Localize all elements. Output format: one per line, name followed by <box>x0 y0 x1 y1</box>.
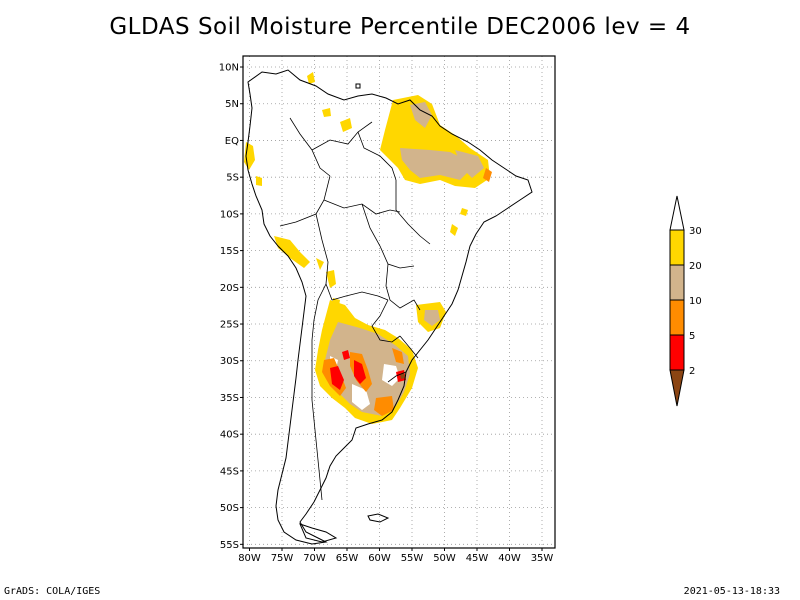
legend-swatch-5-10 <box>669 299 685 336</box>
latitude-labels: 10N 5N EQ 5S 10S 15S 20S 25S 30S 35S 40S 45S 50S 55S <box>219 63 243 551</box>
shade-colombia-coast <box>244 142 262 186</box>
legend-swatch-below-2 <box>669 369 685 407</box>
lat-label: 10S <box>220 209 239 220</box>
shade-north-orange <box>483 168 492 182</box>
lon-label: 40W <box>498 553 521 564</box>
legend-label-10: 10 <box>689 296 702 307</box>
legend-label-20: 20 <box>689 261 702 272</box>
legend-label-2: 2 <box>689 366 695 377</box>
lat-label: 50S <box>220 503 239 514</box>
legend-swatch-20-30 <box>669 229 685 266</box>
lat-label: 10N <box>219 63 239 74</box>
falklands <box>367 513 390 523</box>
shade-brazil-east <box>450 208 468 236</box>
lat-label: 40S <box>220 430 239 441</box>
tierra-del-fuego <box>299 523 338 543</box>
shade-bolivia-chile <box>326 270 340 312</box>
color-legend: 30 20 10 5 2 <box>669 195 702 407</box>
lat-label: 35S <box>220 393 239 404</box>
lon-label: 55W <box>401 553 424 564</box>
shade-peru <box>274 236 324 270</box>
shade-venezuela <box>307 72 352 132</box>
lon-label: 50W <box>433 553 456 564</box>
lat-label: 15S <box>220 246 239 257</box>
lat-label: 5N <box>225 99 239 110</box>
country-borders <box>279 117 431 501</box>
lat-label: 55S <box>220 540 239 551</box>
soil-moisture-shading <box>244 72 492 424</box>
shade-laplata-orange <box>322 348 404 416</box>
shade-brazil-south-tan <box>424 310 440 326</box>
south-america-coastline <box>245 69 533 545</box>
lon-label: 35W <box>531 553 554 564</box>
lat-label: 20S <box>220 283 239 294</box>
legend-label-5: 5 <box>689 331 695 342</box>
map-title: GLDAS Soil Moisture Percentile DEC2006 l… <box>109 14 691 40</box>
lon-label: 45W <box>466 553 489 564</box>
lon-label: 70W <box>303 553 326 564</box>
longitude-labels: 80W 75W 70W 65W 60W 55W 50W 45W 40W 35W <box>238 548 553 564</box>
lat-label: 5S <box>226 173 239 184</box>
map-frame <box>242 55 556 549</box>
trinidad-island <box>355 83 361 89</box>
lat-label: 45S <box>220 466 239 477</box>
lon-label: 75W <box>271 553 294 564</box>
footer-timestamp: 2021-05-13-18:33 <box>683 586 780 597</box>
shade-laplata-white <box>330 356 400 410</box>
footer-credit: GrADS: COLA/IGES <box>4 586 101 597</box>
legend-swatch-above-30 <box>669 195 685 231</box>
coastlines-and-borders <box>245 69 533 545</box>
lon-label: 80W <box>238 553 261 564</box>
lon-label: 60W <box>368 553 391 564</box>
legend-swatch-10-20 <box>669 264 685 301</box>
legend-swatch-2-5 <box>669 334 685 371</box>
lon-label: 65W <box>336 553 359 564</box>
lat-label: 30S <box>220 356 239 367</box>
legend-label-30: 30 <box>689 226 702 237</box>
shade-north-tan <box>400 102 484 180</box>
shade-laplata-red <box>330 350 406 390</box>
lat-label: EQ <box>225 136 239 147</box>
lat-label: 25S <box>220 320 239 331</box>
shade-laplata-brown <box>400 373 405 379</box>
